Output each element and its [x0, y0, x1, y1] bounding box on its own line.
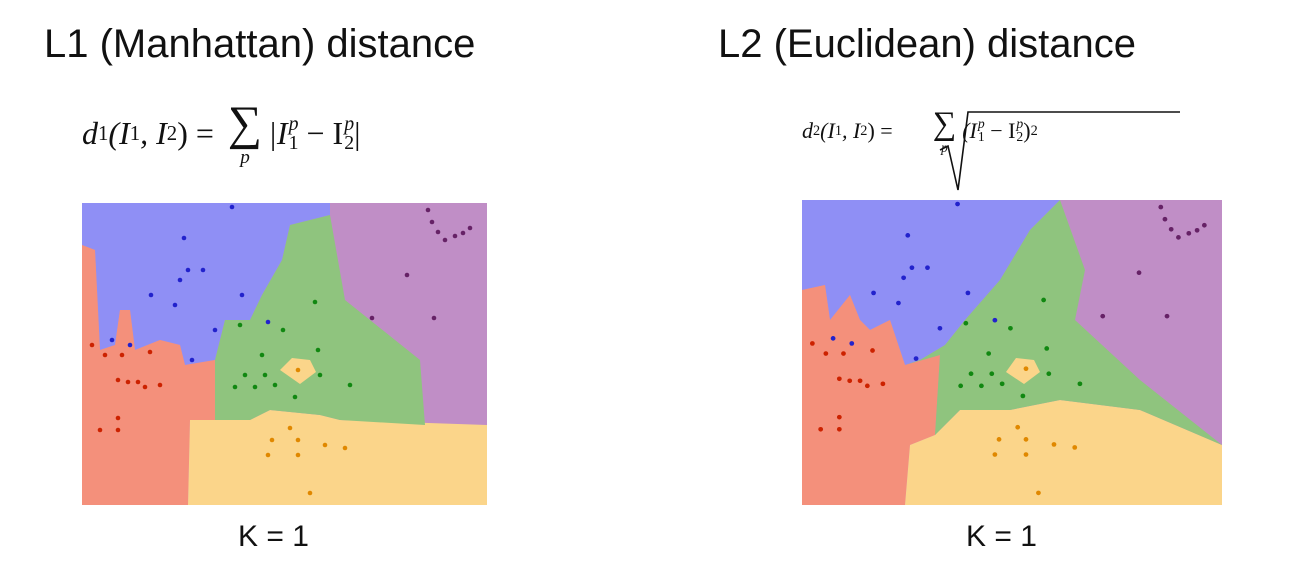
left-title: L1 (Manhattan) distance [44, 22, 476, 66]
blue-region [802, 200, 1060, 365]
green-region [905, 200, 1222, 445]
formula-part: ) = [867, 118, 893, 144]
formula-part: 2 [860, 122, 868, 139]
formula-part: , I [140, 115, 167, 152]
formula-part: 2 [344, 131, 355, 154]
formula-part: p [288, 112, 299, 135]
red-region [802, 285, 940, 505]
formula-part: , I [841, 118, 861, 144]
formula-part: | [354, 115, 361, 152]
formula-part: ) [1023, 118, 1031, 144]
formula-part: ∑ [932, 106, 957, 142]
l2-map [802, 200, 1222, 505]
formula-part: − I [984, 118, 1016, 144]
yellow-region [188, 410, 487, 505]
formula-part: p [1016, 116, 1024, 132]
formula-part: − I [298, 115, 344, 152]
formula-part: (I [820, 118, 835, 144]
formula-part: p [240, 147, 250, 168]
formula-part: 2 [1030, 122, 1038, 139]
formula-part: 2 [1016, 129, 1024, 145]
l1-map [82, 203, 487, 505]
yellow-region [905, 400, 1222, 505]
formula-part: |I [268, 115, 288, 152]
formula-part: d [802, 118, 813, 144]
formula-part: d [82, 115, 98, 152]
yellow-island [1006, 358, 1040, 384]
formula-part: 1 [288, 131, 299, 154]
formula-part: ∑ [227, 97, 263, 150]
formula-part: 2 [813, 122, 821, 139]
formula-part: (I [108, 115, 130, 152]
formula-part: 2 [166, 121, 178, 145]
formula-part: p [344, 112, 355, 135]
formula-part: 1 [98, 121, 109, 145]
formula-part: 1 [977, 129, 985, 145]
formula-part: 1 [129, 121, 141, 145]
red-region [82, 245, 215, 505]
radical-sign [939, 111, 1180, 191]
formula-part: ) = [177, 115, 222, 152]
right-title: L2 (Euclidean) distance [718, 22, 1137, 66]
right-caption: K = 1 [966, 520, 1037, 553]
blue-region [82, 203, 330, 365]
formula-part: p [977, 116, 985, 132]
green-region [215, 215, 425, 425]
left-caption: K = 1 [238, 520, 309, 553]
formula-part: 1 [834, 122, 842, 139]
sum: ∑ p [227, 97, 263, 168]
